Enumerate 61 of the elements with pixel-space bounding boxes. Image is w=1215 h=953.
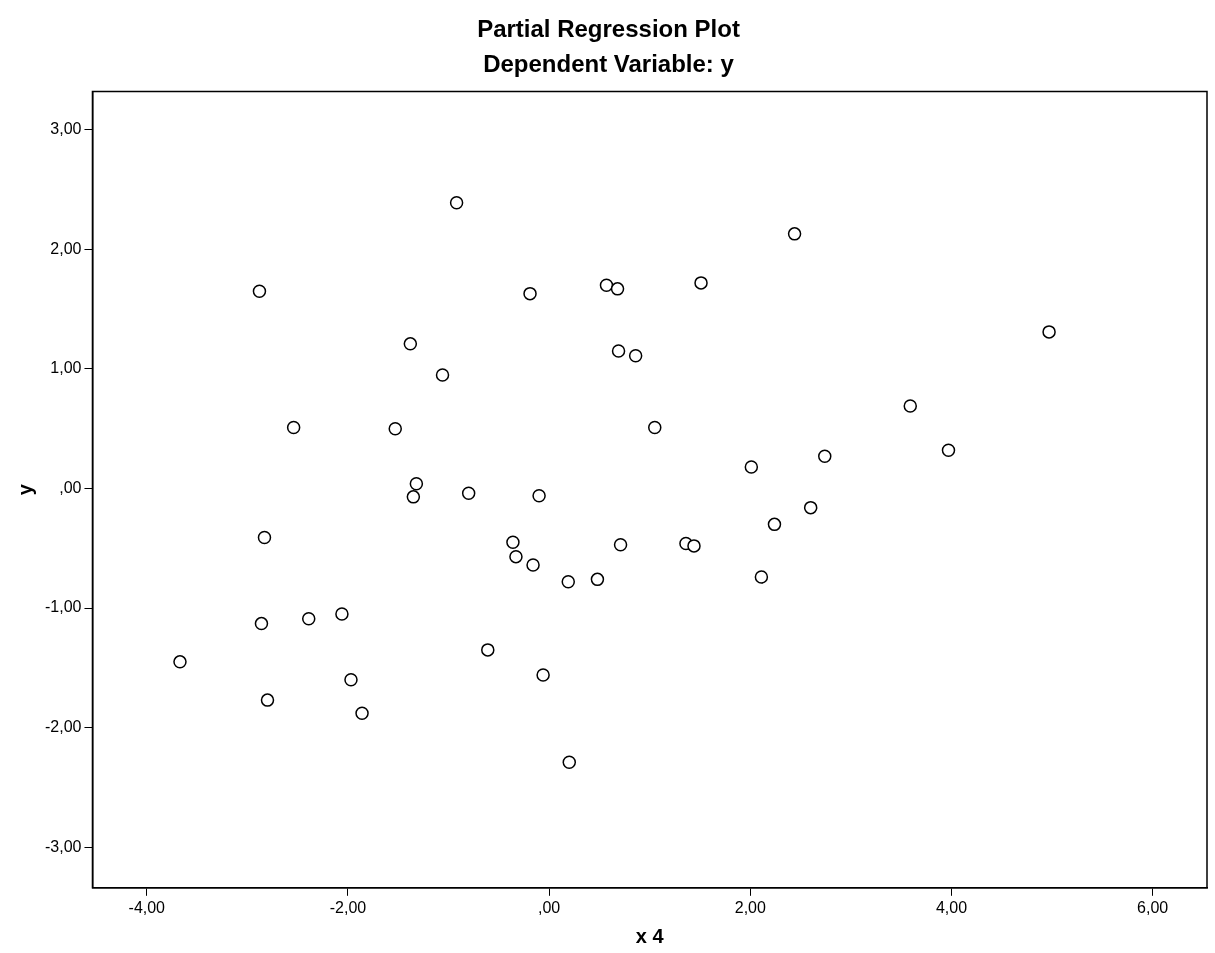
point (628, 349, 643, 363)
point (257, 530, 272, 545)
point (803, 500, 818, 515)
point (355, 706, 369, 721)
point (388, 421, 402, 436)
point (767, 517, 782, 532)
point (406, 490, 421, 504)
point (941, 443, 956, 457)
x-tick-label: -2,00 (329, 898, 367, 916)
y-axis-title: y (13, 483, 36, 496)
point (260, 693, 275, 707)
point (254, 616, 269, 631)
point (903, 399, 918, 413)
point (744, 460, 759, 474)
y-tick-label: -1,00 (45, 598, 82, 616)
point (449, 196, 464, 210)
point (611, 344, 626, 358)
y-tick-label: 1,00 (50, 359, 82, 377)
point (335, 607, 349, 621)
point (526, 558, 540, 572)
point (286, 420, 301, 435)
x-axis-title: x 4 (635, 924, 665, 947)
point (536, 668, 550, 682)
point (523, 286, 537, 301)
x-tick-label: 6,00 (1137, 898, 1169, 916)
x-tick-label: 4,00 (935, 898, 968, 916)
point (252, 284, 267, 298)
point (461, 486, 476, 501)
chart-subtitle: Dependent Variable: y (483, 49, 735, 77)
point (509, 549, 523, 564)
x-tick-label: ,00 (538, 898, 561, 916)
point (754, 570, 769, 584)
point (613, 537, 628, 552)
point (435, 368, 450, 382)
point (694, 276, 708, 290)
point (687, 539, 701, 553)
chart-title: Partial Regression Plot (477, 15, 740, 43)
x-tick-label: -4,00 (128, 898, 166, 916)
point (481, 643, 495, 657)
point (403, 337, 418, 351)
point (344, 673, 358, 687)
point (506, 535, 520, 550)
point (532, 488, 546, 503)
point (590, 572, 605, 587)
point (562, 755, 577, 770)
point (173, 655, 187, 669)
y-tick-label: -2,00 (45, 718, 82, 736)
point (610, 282, 625, 296)
point (301, 612, 316, 626)
point (599, 278, 614, 293)
point (409, 476, 424, 491)
point (818, 449, 832, 463)
y-tick-label: -3,00 (45, 837, 82, 855)
y-tick-label: 2,00 (50, 239, 82, 257)
point (1042, 325, 1056, 339)
y-tick-label: ,00 (59, 478, 82, 496)
point (561, 575, 576, 589)
point (787, 227, 802, 241)
y-tick-label: 3,00 (50, 120, 82, 138)
point (648, 420, 662, 435)
x-tick-label: 2,00 (734, 898, 766, 916)
